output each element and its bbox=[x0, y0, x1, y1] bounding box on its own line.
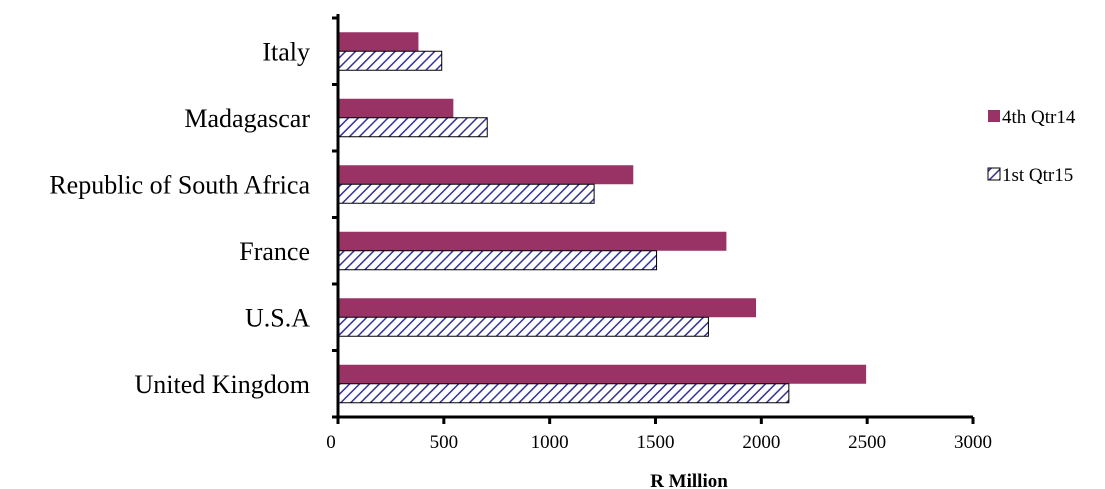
category-label: United Kingdom bbox=[135, 370, 311, 399]
bar-q1-15-united-kingdom bbox=[337, 383, 790, 404]
x-tick-label: 2000 bbox=[742, 432, 780, 453]
category-label: Italy bbox=[262, 37, 310, 66]
labels-group: Italy Madagascar Republic of South Africa F… bbox=[49, 37, 992, 489]
x-tick-label: 0 bbox=[326, 432, 336, 453]
x-tick-label: 500 bbox=[430, 432, 459, 453]
bar-q1-15-madagascar bbox=[337, 117, 488, 138]
x-tick-label: 1500 bbox=[637, 432, 675, 453]
category-label: France bbox=[239, 237, 310, 266]
bar-q4-14-france bbox=[338, 231, 727, 251]
bar-q1-15-u-s-a bbox=[337, 316, 709, 337]
bar-q1-15-italy bbox=[337, 50, 443, 71]
bars-group bbox=[337, 32, 867, 404]
legend-label-q4-14: 4th Qtr14 bbox=[1002, 107, 1076, 128]
bar-q4-14-republic-of-south-africa bbox=[338, 165, 634, 185]
bar-q4-14-united-kingdom bbox=[338, 364, 867, 384]
bar-q1-15-republic-of-south-africa bbox=[337, 183, 595, 204]
legend-swatch-q4-14 bbox=[988, 110, 1000, 122]
bar-q4-14-u-s-a bbox=[338, 298, 757, 318]
x-tick-label: 2500 bbox=[848, 432, 886, 453]
category-label: U.S.A bbox=[245, 303, 310, 332]
bar-q1-15-france bbox=[337, 250, 658, 271]
bar-q4-14-italy bbox=[338, 32, 419, 52]
x-axis-title: R Million bbox=[650, 471, 728, 489]
x-tick-label: 3000 bbox=[954, 432, 992, 453]
legend-label-q1-15: 1st Qtr15 bbox=[1002, 165, 1073, 186]
axes-group bbox=[332, 14, 975, 424]
legend-swatch-q1-15 bbox=[987, 167, 1001, 181]
category-label: Madagascar bbox=[184, 104, 310, 133]
x-tick-label: 1000 bbox=[531, 432, 569, 453]
bar-q4-14-madagascar bbox=[338, 98, 454, 118]
legend: 4th Qtr14 1st Qtr15 bbox=[987, 107, 1076, 186]
category-label: Republic of South Africa bbox=[49, 170, 310, 199]
